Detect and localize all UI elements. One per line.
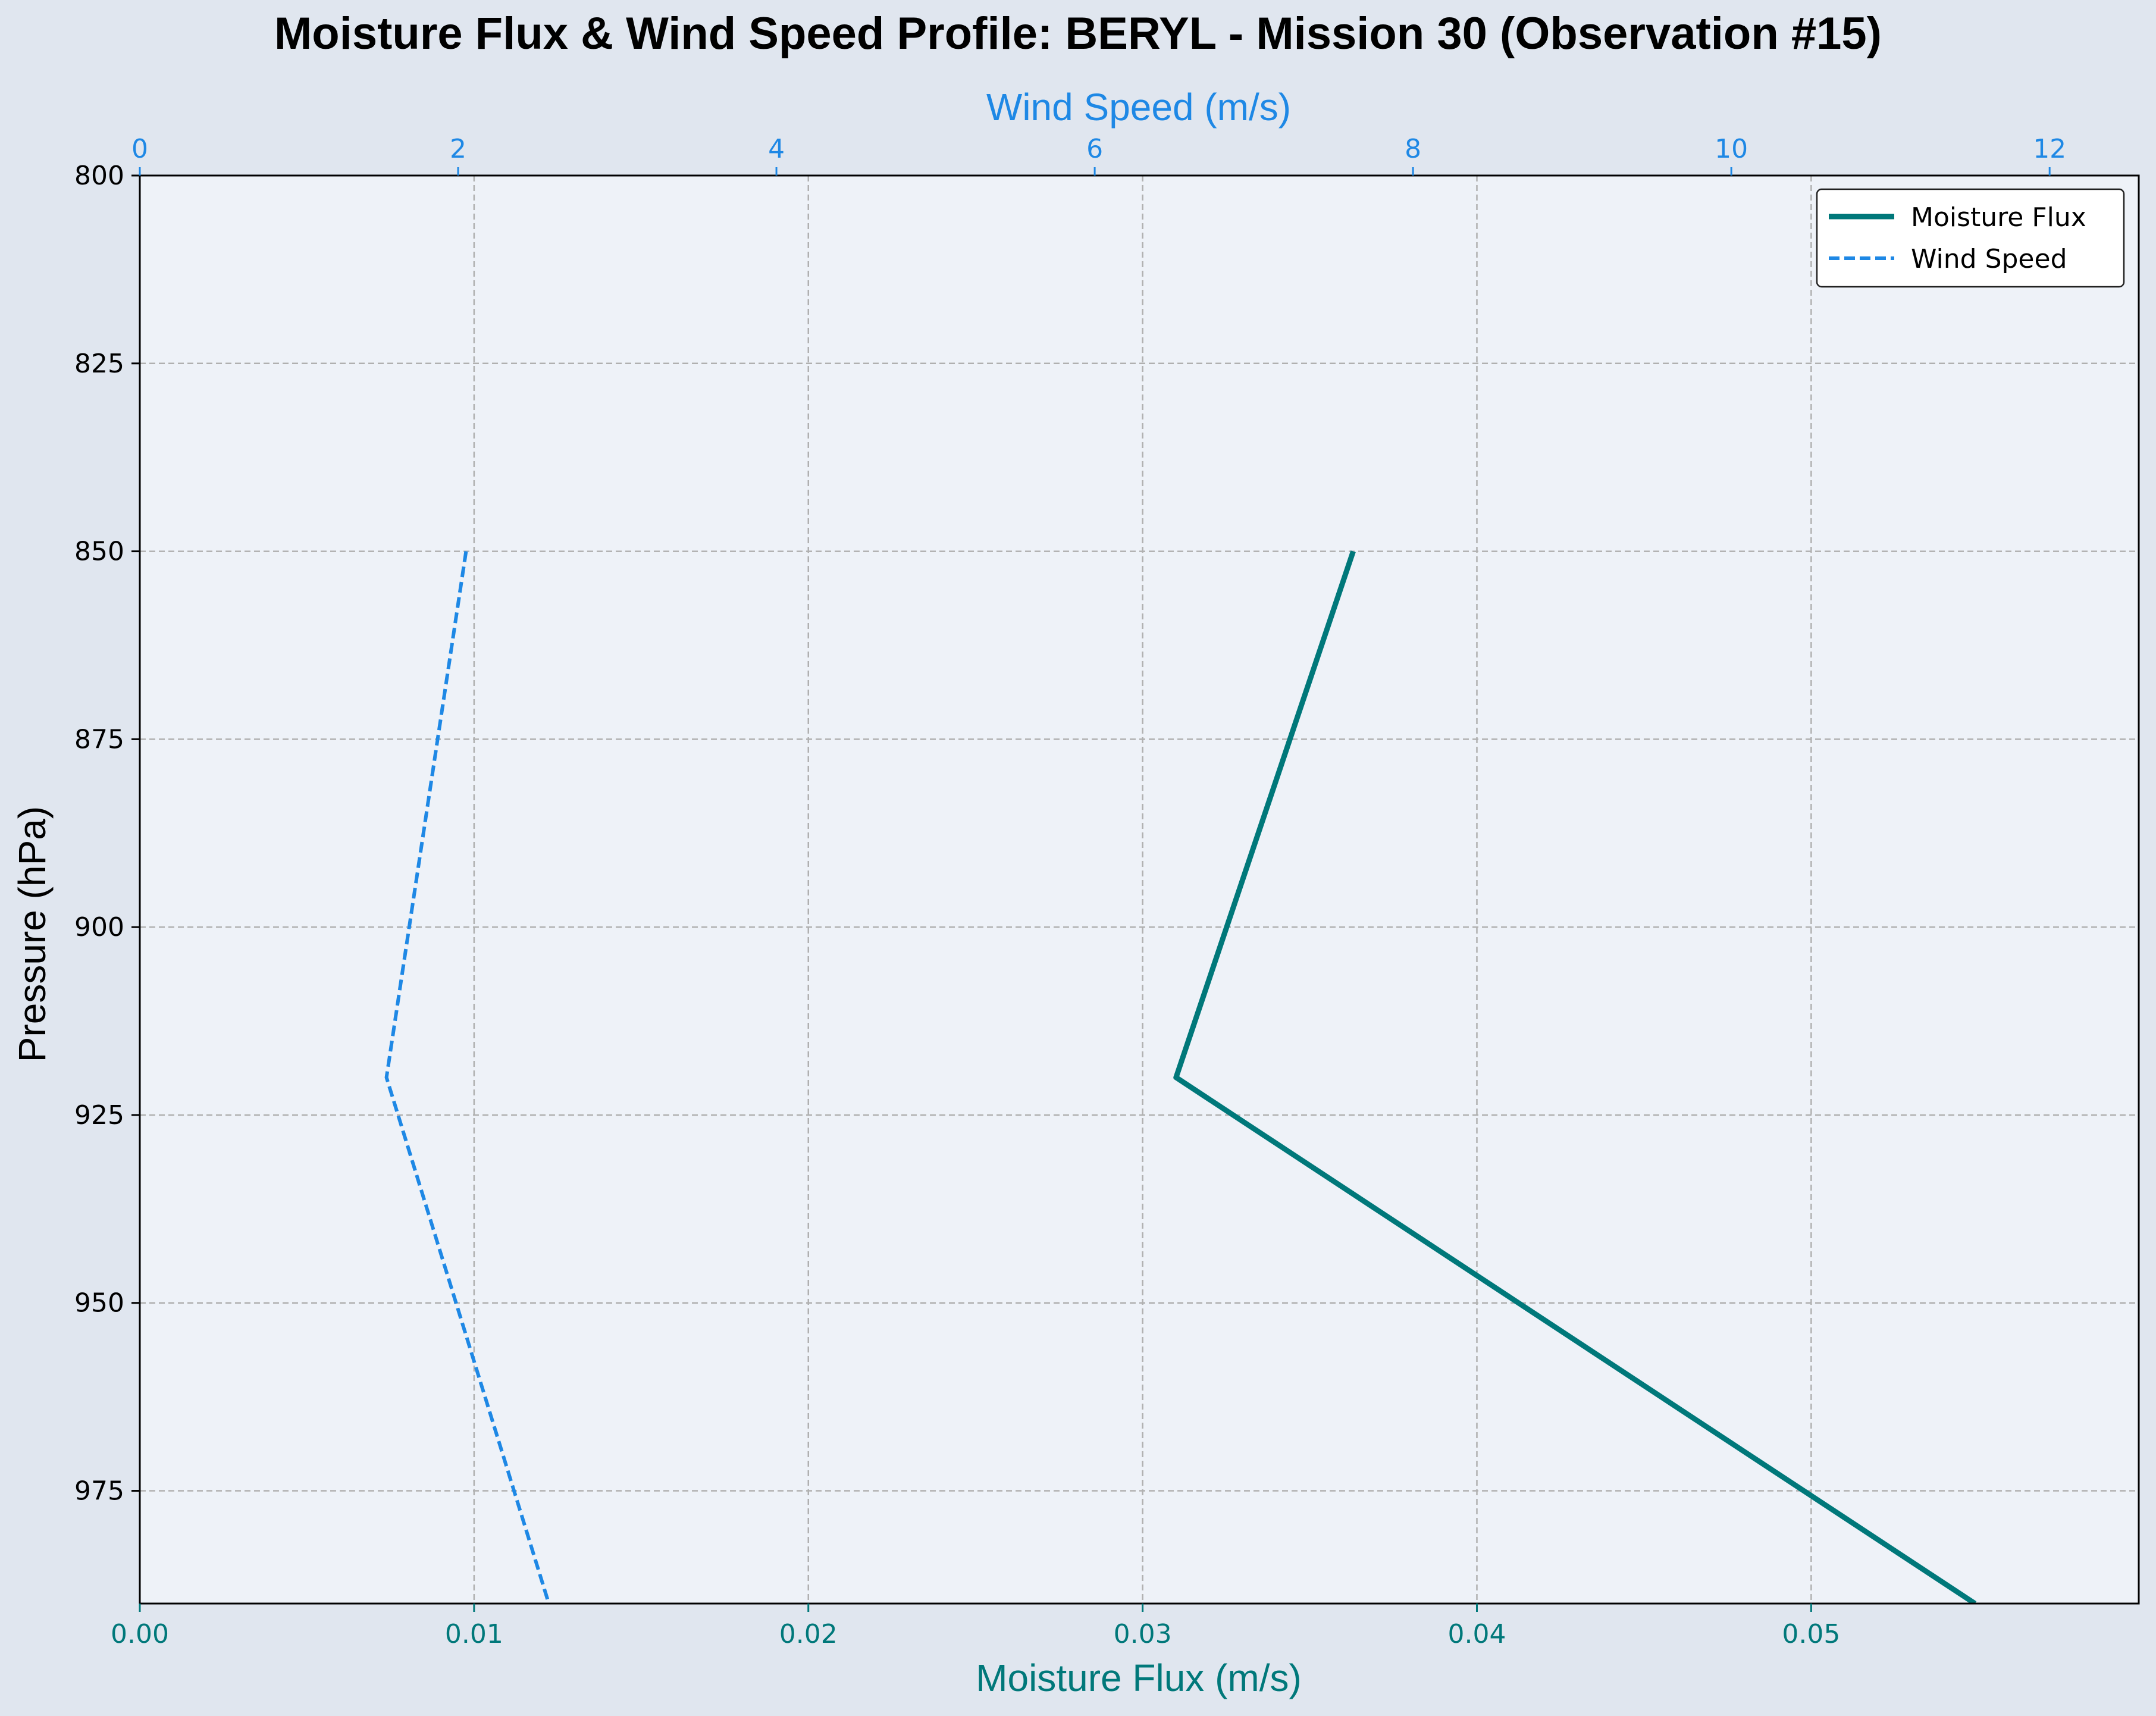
y-tick-label: 950 <box>74 1288 124 1319</box>
top-x-axis-label: Wind Speed (m/s) <box>986 86 1291 129</box>
top-x-tick-label: 12 <box>2033 134 2066 164</box>
top-x-tick-label: 10 <box>1715 134 1748 164</box>
y-tick-label: 875 <box>74 724 124 754</box>
plot-frame <box>139 174 2140 1605</box>
y-tick-label: 900 <box>74 912 124 942</box>
y-tick-label: 800 <box>74 161 124 191</box>
y-axis-label: Pressure (hPa) <box>11 806 54 1062</box>
top-x-tick-label: 8 <box>1405 134 1421 164</box>
moisture-flux-line <box>1173 550 1977 1604</box>
y-tick-label: 850 <box>74 537 124 567</box>
top-x-axis-ticks: 0 2 4 6 8 10 12 <box>131 134 2066 176</box>
bottom-x-tick-label: 0.03 <box>1114 1619 1172 1649</box>
y-tick-label: 975 <box>74 1476 124 1507</box>
grid-lines <box>140 176 2139 1604</box>
bottom-x-tick-label: 0.00 <box>111 1619 169 1649</box>
series-lines <box>384 550 1977 1604</box>
bottom-x-tick-label: 0.02 <box>779 1619 838 1649</box>
legend-box <box>1816 188 2125 288</box>
bottom-x-axis-ticks: 0.00 0.01 0.02 0.03 0.04 0.05 <box>111 1604 1840 1649</box>
plot-background <box>140 176 2139 1604</box>
chart-title: Moisture Flux & Wind Speed Profile: BERY… <box>274 8 1882 59</box>
wind-speed-line <box>384 551 551 1604</box>
bottom-x-axis-label: Moisture Flux (m/s) <box>976 1656 1302 1699</box>
top-x-tick-label: 2 <box>450 134 466 164</box>
legend-label-wind-speed: Wind Speed <box>1911 244 2067 274</box>
legend: Moisture Flux Wind Speed <box>1816 188 2125 288</box>
bottom-x-tick-label: 0.05 <box>1782 1619 1840 1649</box>
top-x-tick-label: 4 <box>768 134 785 164</box>
y-axis-ticks: 800 825 850 875 900 925 950 975 <box>74 161 140 1507</box>
y-tick-label: 925 <box>74 1100 124 1131</box>
y-tick-label: 825 <box>74 349 124 379</box>
bottom-x-tick-label: 0.04 <box>1448 1619 1506 1649</box>
top-x-tick-label: 0 <box>131 134 148 164</box>
bottom-x-tick-label: 0.01 <box>445 1619 503 1649</box>
top-x-tick-label: 6 <box>1086 134 1103 164</box>
legend-label-moisture-flux: Moisture Flux <box>1911 202 2086 233</box>
